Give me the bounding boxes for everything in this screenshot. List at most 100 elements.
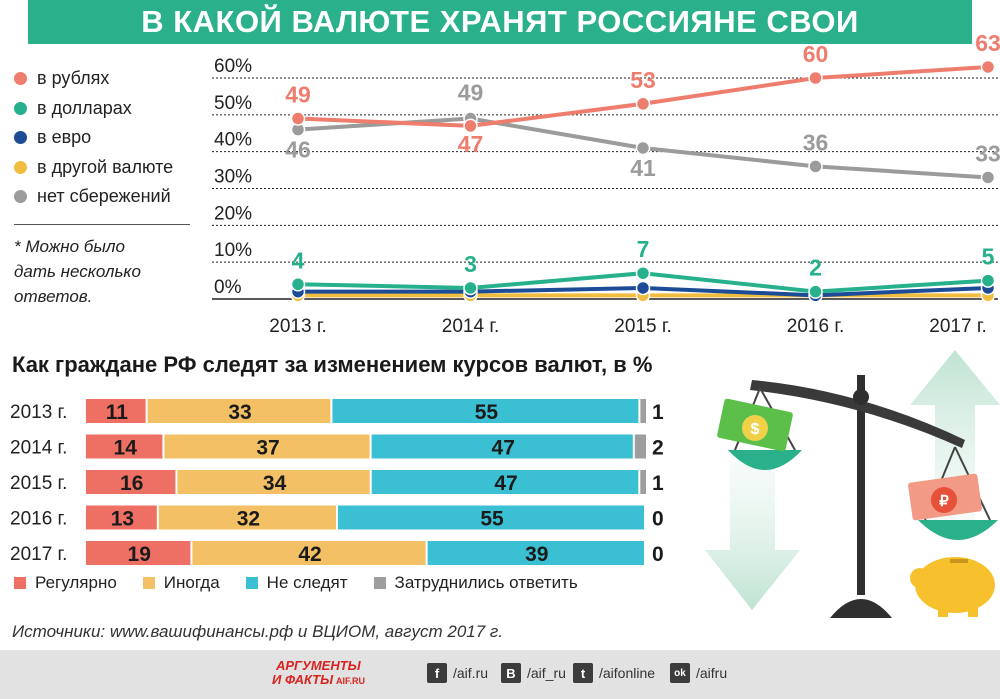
- data-point: [980, 59, 996, 75]
- data-label: 32: [237, 508, 260, 531]
- x-tick-label: 2016 г.: [787, 316, 844, 337]
- data-point: [635, 280, 651, 296]
- logo-line1: АРГУМЕНТЫ: [275, 658, 362, 673]
- data-label: 19: [128, 543, 151, 566]
- bar-segment: [86, 434, 163, 459]
- legend-item: Затруднились ответить: [373, 573, 578, 593]
- legend-item: в другой валюте: [14, 153, 194, 183]
- ruble-bills-icon: ₽: [908, 473, 982, 521]
- data-label: 42: [298, 543, 321, 566]
- social-label: /aif_ru: [527, 665, 566, 681]
- y-category-label: 2014 г.: [10, 438, 67, 459]
- bar-segment: [640, 470, 646, 494]
- bar-segment: [427, 541, 644, 565]
- social-twitter[interactable]: t/aifonline: [573, 663, 655, 683]
- logo-site: AIF.RU: [336, 676, 365, 686]
- data-label: 0: [652, 508, 664, 531]
- dollar-bills-icon: $: [717, 398, 793, 452]
- bar-segment: [86, 399, 146, 423]
- bar-segment: [158, 505, 336, 530]
- legend-item: в долларах: [14, 94, 194, 124]
- y-tick-label: 60%: [214, 56, 252, 77]
- footnote-line: ответов.: [14, 287, 93, 306]
- bar-segment: [640, 399, 646, 423]
- scales-illustration: $ ₽: [705, 350, 1000, 618]
- y-category-label: 2016 г.: [10, 509, 67, 530]
- social-label: /aifru: [696, 665, 728, 681]
- legend-item: Не следят: [245, 573, 348, 593]
- odnoklassniki-icon: ok: [670, 663, 690, 683]
- legend-label: в рублях: [37, 68, 110, 89]
- x-tick-label: 2015 г.: [614, 316, 671, 337]
- x-tick-label: 2013 г.: [269, 316, 326, 337]
- data-label: 47: [494, 472, 517, 495]
- data-label: 16: [120, 472, 143, 495]
- data-point: [808, 284, 823, 299]
- legend-item: Иногда: [142, 573, 220, 593]
- line-chart-legend: в рублях в долларах в евро в другой валюте н…: [14, 64, 194, 212]
- data-point: [290, 111, 306, 126]
- social-odnoklassniki[interactable]: ok/aifru: [670, 663, 727, 683]
- legend-label: Регулярно: [35, 573, 117, 592]
- legend-item: нет сбережений: [14, 182, 194, 212]
- social-facebook[interactable]: f/aif.ru: [427, 663, 488, 683]
- bar-segment: [371, 434, 633, 459]
- data-label: 14: [114, 437, 138, 460]
- savings-line-chart: 0% 10% 20% 30% 40% 50% 60% 2013 г. 2014 г. 2015 г…: [212, 30, 1000, 337]
- bar-segment: [86, 505, 157, 530]
- data-label: 36: [803, 129, 829, 155]
- legend-label: в евро: [37, 127, 92, 148]
- data-label: 41: [630, 155, 656, 181]
- legend-marker: [14, 101, 27, 115]
- twitter-icon: t: [573, 663, 593, 683]
- social-label: /aifonline: [599, 665, 656, 681]
- legend-marker: [14, 160, 27, 174]
- bar-chart-legend: Регулярно Иногда Не следят Затруднились отв…: [14, 573, 604, 593]
- social-label: /aif.ru: [453, 665, 489, 681]
- aif-logo[interactable]: АРГУМЕНТЫ И ФАКТЫ AIF.RU: [270, 656, 388, 692]
- bar-segment: [86, 470, 176, 494]
- legend-item: в рублях: [14, 64, 194, 94]
- data-label: 1: [652, 472, 664, 495]
- data-point: [635, 265, 651, 281]
- y-tick-label: 40%: [214, 130, 252, 151]
- data-point: [463, 280, 478, 296]
- legend-label: Не следят: [266, 573, 348, 592]
- data-label: 55: [475, 401, 499, 424]
- legend-marker: [14, 131, 27, 145]
- data-label: 63: [975, 30, 1000, 56]
- legend-label: Затруднились ответить: [394, 573, 578, 592]
- data-label: 53: [630, 67, 656, 93]
- bar-segment: [147, 399, 331, 423]
- legend-label: в другой валюте: [37, 156, 174, 177]
- footnote-line: дать несколько: [14, 262, 141, 281]
- data-label: 0: [652, 543, 664, 566]
- arrow-down-icon: [705, 460, 800, 610]
- footnote: * Можно было дать несколько ответов.: [14, 234, 194, 309]
- x-tick-label: 2017 г.: [929, 316, 986, 337]
- y-tick-label: 10%: [214, 240, 252, 261]
- bar-segment: [86, 541, 191, 565]
- y-category-label: 2017 г.: [10, 544, 67, 565]
- piggy-bank-icon: [910, 557, 995, 617]
- legend-item: в евро: [14, 123, 194, 153]
- logo-line2: И ФАКТЫ: [272, 672, 334, 687]
- social-vk[interactable]: В/aif_ru: [501, 663, 566, 683]
- legend-label: в долларах: [37, 97, 132, 118]
- bar-segment: [634, 434, 646, 459]
- data-point: [980, 273, 996, 288]
- data-label: 13: [111, 508, 134, 531]
- y-category-label: 2015 г.: [10, 473, 67, 494]
- data-point: [463, 118, 478, 134]
- data-label: 49: [285, 82, 311, 108]
- legend-label: нет сбережений: [37, 186, 171, 207]
- bar-segment: [371, 470, 639, 494]
- data-label: 47: [458, 131, 484, 157]
- data-label: 60: [803, 41, 829, 67]
- data-label: 5: [982, 244, 995, 270]
- bar-chart-title: Как граждане РФ следят за изменением кур…: [12, 352, 653, 377]
- legend-divider: [14, 224, 190, 225]
- bar-segment: [338, 505, 644, 530]
- data-label: 47: [492, 437, 515, 460]
- data-label: 49: [458, 80, 484, 106]
